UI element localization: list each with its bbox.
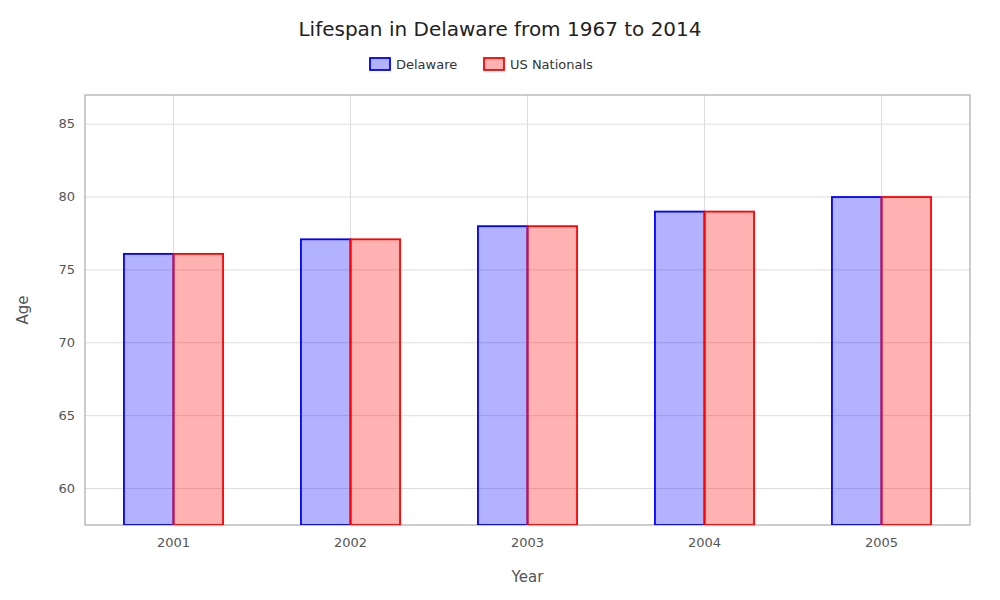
chart-container: Lifespan in Delaware from 1967 to 2014 60… (0, 0, 1000, 600)
series (174, 197, 932, 525)
bars (124, 197, 931, 525)
bar (705, 212, 755, 525)
legend: Delaware US Nationals (370, 57, 593, 72)
y-tick-label: 65 (58, 408, 75, 423)
y-tick-label: 85 (58, 116, 75, 131)
x-axis-label: Year (511, 568, 545, 586)
y-tick-label: 80 (58, 189, 75, 204)
legend-swatch (370, 58, 390, 70)
bar (124, 254, 174, 525)
x-tick-label: 2004 (688, 535, 721, 550)
plot-frame (85, 95, 970, 525)
bar (832, 197, 882, 525)
y-tick-label: 60 (58, 481, 75, 496)
legend-label: Delaware (396, 57, 457, 72)
y-tick-label: 75 (58, 262, 75, 277)
legend-label: US Nationals (510, 57, 593, 72)
bar (301, 239, 351, 525)
x-tick-label: 2003 (511, 535, 544, 550)
bar (882, 197, 932, 525)
chart: Lifespan in Delaware from 1967 to 2014 60… (0, 0, 1000, 600)
y-axis: 60 65 70 75 80 85 (58, 116, 75, 495)
legend-swatch (484, 58, 504, 70)
series (124, 197, 882, 525)
title: Lifespan in Delaware from 1967 to 2014 (298, 17, 701, 41)
bar (655, 212, 705, 525)
x-tick-label: 2001 (157, 535, 190, 550)
y-tick-label: 70 (58, 335, 75, 350)
bar (351, 239, 401, 525)
x-tick-label: 2005 (865, 535, 898, 550)
y-axis-label: Age (14, 295, 32, 324)
bar (478, 226, 528, 525)
x-tick-label: 2002 (334, 535, 367, 550)
bar (528, 226, 578, 525)
x-axis: 2001 2002 2003 2004 2005 (157, 535, 898, 550)
grid (85, 95, 970, 525)
bar (174, 254, 224, 525)
